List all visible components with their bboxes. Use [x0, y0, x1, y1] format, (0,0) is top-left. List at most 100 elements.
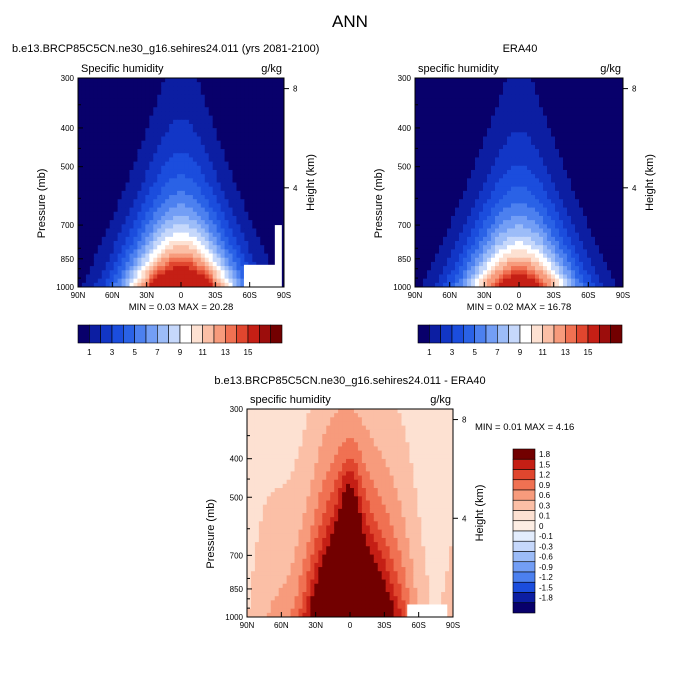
colorbar-box: [512, 571, 536, 583]
min-max-label: MIN = 0.01 MAX = 4.16: [475, 422, 574, 433]
figure-title: ANN: [332, 12, 368, 31]
x-tick-label: 30N: [139, 291, 154, 300]
y2-tick-label: 8: [632, 85, 637, 94]
units-label: g/kg: [430, 394, 451, 406]
y-tick-label: 1000: [56, 283, 74, 292]
x-axis: 90N 60N 30N 0 30S 60S 90S: [71, 282, 291, 300]
y-tick-label: 1000: [393, 283, 411, 292]
colorbar-box: [512, 592, 536, 604]
colorbar-label: 11: [199, 348, 208, 357]
colorbar-box: [463, 324, 475, 344]
colorbar-box: [440, 324, 453, 344]
y2-axis-label: Height (km): [305, 154, 317, 211]
panel-title: ERA40: [503, 43, 538, 55]
colorbar-label: 1.8: [539, 450, 551, 459]
y-axis: 300 400 500 700 850 1000 Pressure (mb): [36, 74, 83, 292]
colorbar-box: [145, 324, 158, 344]
colorbar-label: 13: [221, 348, 230, 357]
colorbar-box: [451, 324, 464, 344]
colorbar-box: [202, 324, 215, 344]
colorbar-box: [417, 324, 430, 344]
y-tick-label: 500: [398, 163, 412, 172]
missing-data-region: [243, 264, 278, 287]
colorbar-box: [270, 324, 283, 344]
colorbar-box: [497, 324, 509, 344]
colorbar-label: 0.6: [539, 491, 551, 500]
colorbar-box: [247, 324, 260, 344]
x-tick-label: 30S: [208, 291, 222, 300]
colorbar-label: -0.6: [539, 553, 553, 562]
y2-tick-label: 4: [462, 514, 467, 523]
y2-tick-label: 8: [462, 416, 467, 425]
colorbar-label: 0.3: [539, 501, 551, 510]
min-max-label: MIN = 0.03 MAX = 20.28: [129, 302, 234, 313]
colorbar-box: [512, 581, 536, 593]
colorbar-box: [134, 324, 147, 344]
colorbar-box: [512, 510, 536, 522]
x-tick-label: 60N: [274, 621, 289, 630]
x-tick-label: 60S: [581, 291, 595, 300]
colorbar-box: [512, 551, 536, 563]
contour-field: [415, 78, 623, 287]
colorbar-box: [512, 469, 536, 481]
colorbar: 1 3 5 7 9 11 13 15: [77, 324, 283, 357]
x-tick-label: 90N: [408, 291, 423, 300]
y-tick-label: 850: [398, 255, 412, 264]
colorbar-box: [236, 324, 249, 344]
colorbar-box: [474, 324, 487, 344]
colorbar-box: [213, 324, 226, 344]
y-tick-label: 300: [230, 405, 244, 414]
x-tick-label: 90N: [71, 291, 86, 300]
colorbar-box: [519, 324, 532, 344]
colorbar-box: [512, 479, 536, 491]
y-axis-label: Pressure (mb): [205, 499, 217, 569]
y-axis-label: Pressure (mb): [36, 169, 48, 239]
colorbar-box: [512, 530, 536, 542]
colorbar-box: [168, 324, 181, 344]
y2-tick-label: 4: [293, 184, 298, 193]
colorbar-box: [123, 324, 135, 344]
x-tick-label: 90S: [446, 621, 460, 630]
units-label: g/kg: [600, 63, 621, 75]
colorbar-box: [565, 324, 577, 344]
colorbar: 1 3 5 7 9 11 13 15: [417, 324, 623, 357]
colorbar-box: [542, 324, 555, 344]
colorbar-box: [599, 324, 611, 344]
colorbar-label: 9: [518, 348, 523, 357]
colorbar-box: [512, 489, 536, 501]
colorbar-label: 5: [132, 348, 137, 357]
colorbar-box: [576, 324, 589, 344]
y-tick-label: 700: [230, 551, 244, 560]
panel-title: b.e13.BRCP85C5CN.ne30_g16.sehires24.011 …: [12, 43, 319, 55]
colorbar-box: [512, 561, 536, 573]
panel-difference: b.e13.BRCP85C5CN.ne30_g16.sehires24.011 …: [205, 375, 574, 630]
colorbar-label: 5: [472, 348, 477, 357]
colorbar-box: [508, 324, 521, 344]
colorbar-box: [111, 324, 124, 344]
y2-axis: 8 4 Height (km): [453, 416, 486, 541]
colorbar-box: [179, 324, 192, 344]
colorbar: 1.81.51.20.90.60.30.10-0.1-0.3-0.6-0.9-1…: [512, 448, 553, 614]
y2-axis: 8 4 Height (km): [623, 85, 656, 211]
y-tick-label: 400: [230, 455, 244, 464]
y2-axis-label: Height (km): [644, 154, 656, 211]
x-tick-label: 30N: [477, 291, 492, 300]
x-tick-label: 0: [179, 291, 184, 300]
panel-title: b.e13.BRCP85C5CN.ne30_g16.sehires24.011 …: [214, 375, 485, 387]
y-tick-label: 300: [398, 74, 412, 83]
colorbar-label: 15: [244, 348, 253, 357]
colorbar-box: [225, 324, 237, 344]
y-axis: 300 400 500 700 850 1000 Pressure (mb): [373, 74, 420, 292]
left-label: specific humidity: [418, 63, 499, 75]
panel-model: b.e13.BRCP85C5CN.ne30_g16.sehires24.011 …: [12, 43, 319, 357]
colorbar-label: -0.1: [539, 532, 553, 541]
colorbar-label: -1.2: [539, 573, 553, 582]
y2-tick-label: 4: [632, 184, 637, 193]
colorbar-label: 7: [155, 348, 160, 357]
colorbar-label: 3: [450, 348, 455, 357]
colorbar-box: [89, 324, 101, 344]
colorbar-label: 1.2: [539, 471, 551, 480]
y-tick-label: 700: [398, 221, 412, 230]
contour-field: [247, 409, 453, 617]
